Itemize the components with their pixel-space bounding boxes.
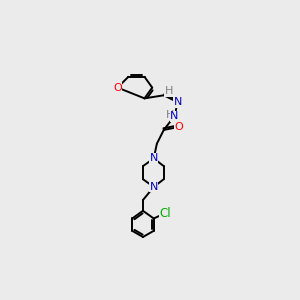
Text: H: H <box>165 86 173 96</box>
Text: O: O <box>113 82 122 93</box>
Text: H: H <box>166 110 174 119</box>
Text: N: N <box>170 111 179 121</box>
Text: Cl: Cl <box>160 207 171 220</box>
Text: N: N <box>150 153 158 164</box>
Text: N: N <box>150 182 158 192</box>
Text: O: O <box>175 122 184 132</box>
Text: N: N <box>173 97 182 107</box>
